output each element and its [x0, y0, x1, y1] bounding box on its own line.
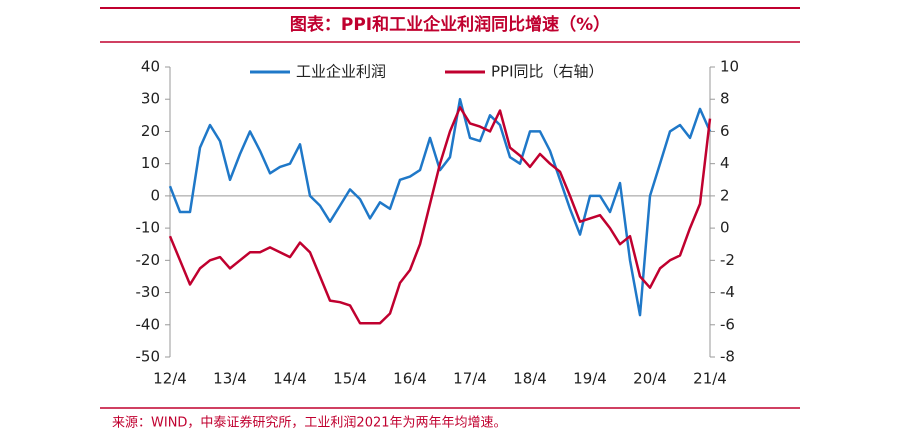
y2-tick-label: -4	[720, 283, 735, 301]
y2-tick-label: 8	[720, 90, 730, 108]
y-tick-label: -20	[136, 251, 161, 269]
y-tick-label: 30	[141, 90, 160, 108]
y-tick-label: 0	[150, 186, 160, 204]
x-tick-label: 19/4	[573, 370, 607, 388]
x-tick-label: 17/4	[453, 370, 487, 388]
y2-tick-label: 6	[720, 122, 730, 140]
y-tick-label: 40	[141, 58, 160, 76]
x-tick-label: 16/4	[393, 370, 427, 388]
y2-tick-label: 4	[720, 154, 730, 172]
y2-tick-label: 0	[720, 219, 730, 237]
y-tick-label: 20	[141, 122, 160, 140]
y2-tick-label: -2	[720, 251, 735, 269]
x-tick-label: 21/4	[693, 370, 727, 388]
legend-label: 工业企业利润	[296, 63, 386, 81]
series-line	[168, 106, 712, 325]
x-tick-label: 20/4	[633, 370, 667, 388]
y-tick-label: -30	[136, 283, 161, 301]
x-tick-label: 18/4	[513, 370, 547, 388]
chart-title: 图表：PPI和工业企业利润同比增速（%）	[290, 14, 610, 35]
x-tick-label: 15/4	[333, 370, 367, 388]
y2-tick-label: -8	[720, 348, 735, 366]
x-tick-label: 14/4	[273, 370, 307, 388]
y2-tick-label: 10	[720, 58, 739, 76]
y-tick-label: 10	[141, 154, 160, 172]
source-note: 来源：WIND，中泰证券研究所，工业利润2021年为两年年均增速。	[112, 415, 507, 431]
y2-tick-label: -6	[720, 315, 735, 333]
y2-tick-label: 2	[720, 186, 730, 204]
x-tick-label: 13/4	[213, 370, 247, 388]
x-tick-label: 12/4	[153, 370, 187, 388]
y-tick-label: -50	[136, 348, 161, 366]
y-tick-label: -40	[136, 315, 161, 333]
legend-label: PPI同比（右轴）	[491, 63, 604, 81]
series-line	[168, 97, 712, 317]
y-tick-label: -10	[136, 219, 161, 237]
